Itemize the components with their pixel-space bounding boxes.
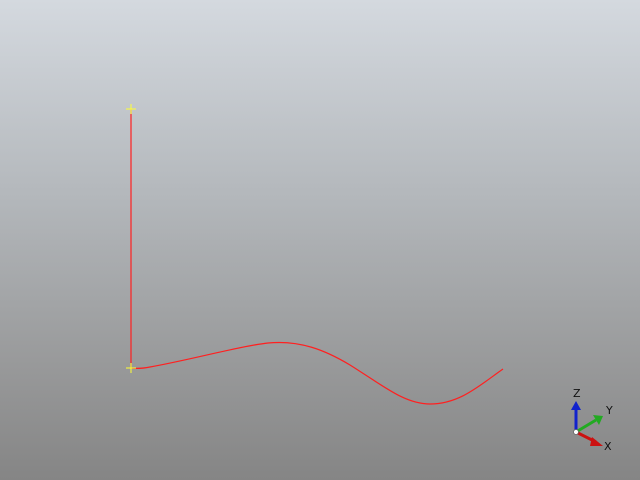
x-axis-arrow	[575, 430, 603, 446]
x-axis-label: X	[604, 440, 612, 453]
y-axis-arrow	[575, 415, 603, 434]
triad-origin	[573, 429, 579, 435]
vertex-marker-bottom[interactable]	[126, 363, 136, 373]
z-axis-label: Z	[573, 387, 581, 400]
z-axis-arrow	[571, 401, 581, 432]
orientation-triad: Z Y X	[571, 387, 613, 453]
spline-curve[interactable]	[130, 341, 504, 405]
vertex-marker-top[interactable]	[126, 104, 136, 114]
y-axis-label: Y	[605, 404, 613, 417]
